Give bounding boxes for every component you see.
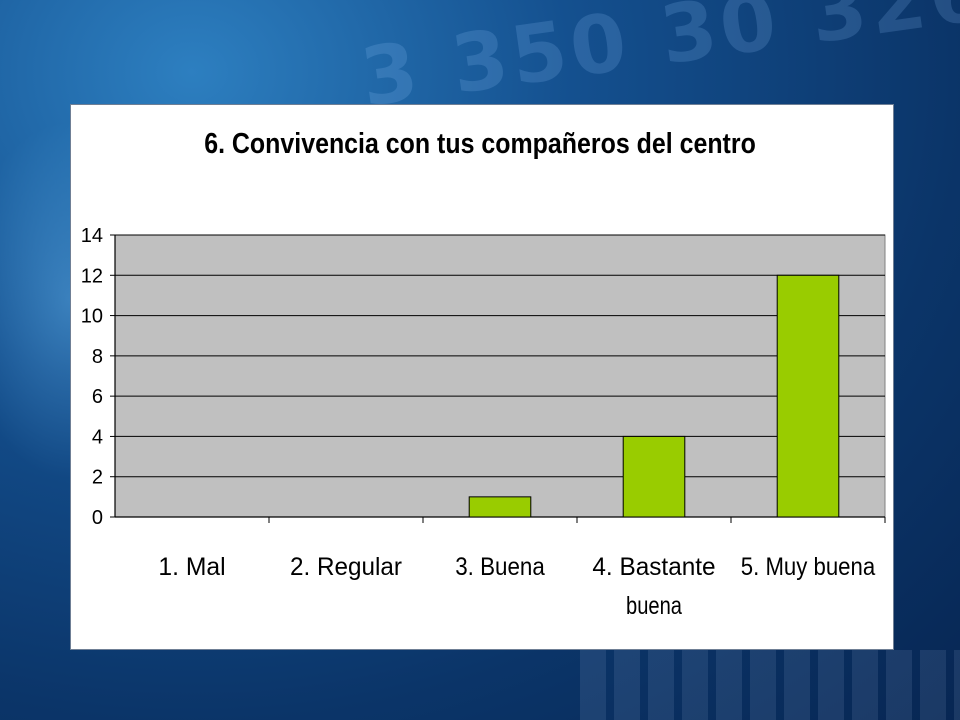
x-category-label: 4. Bastante: [592, 553, 715, 581]
y-tick-label: 12: [81, 265, 103, 287]
y-tick-label: 6: [92, 386, 103, 408]
x-category-label: 2. Regular: [290, 553, 402, 581]
plot-area: [114, 234, 886, 518]
x-category-label: 3. Buena: [455, 553, 545, 581]
chart-title: 6. Convivencia con tus compañeros del ce…: [204, 128, 756, 160]
bar: [468, 496, 532, 518]
y-tick-label: 14: [81, 225, 103, 247]
x-category-label: 1. Mal: [158, 553, 225, 581]
x-category-label: 5. Muy buena: [741, 553, 875, 581]
x-category-label: buena: [626, 592, 682, 620]
y-tick-label: 4: [92, 426, 103, 448]
y-tick-label: 2: [92, 467, 103, 489]
y-tick-label: 10: [81, 306, 103, 328]
y-tick-label: 8: [92, 346, 103, 368]
y-tick-label: 0: [92, 507, 103, 529]
background-keyboard-decoration: [580, 650, 960, 720]
bar: [622, 435, 686, 518]
bar: [776, 274, 840, 518]
